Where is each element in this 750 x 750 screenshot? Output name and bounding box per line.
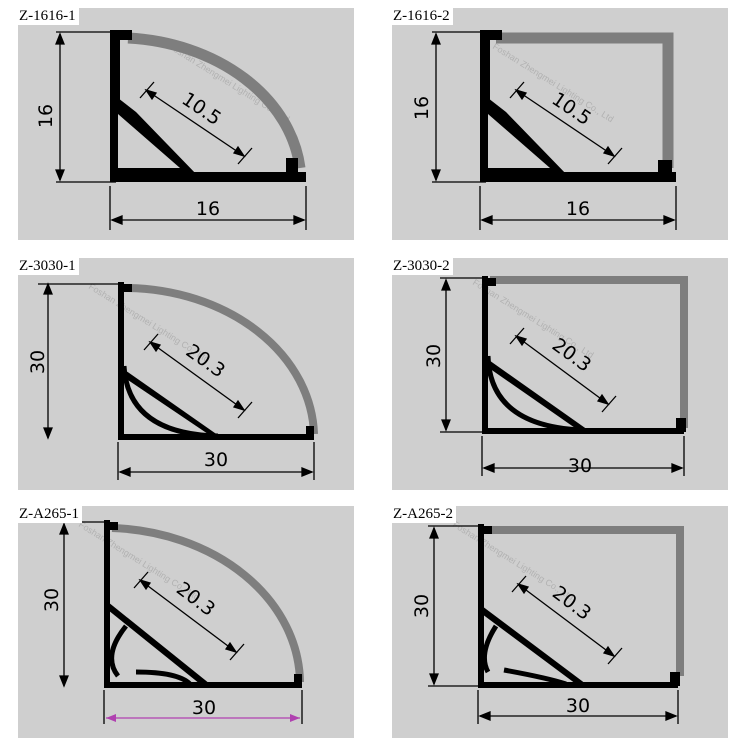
width-dimension-label: 30 xyxy=(566,695,590,717)
height-dimension-label: 30 xyxy=(423,344,445,368)
width-dimension-label: 16 xyxy=(566,198,590,220)
width-dimension-label: 30 xyxy=(204,449,228,471)
height-dimension xyxy=(428,525,478,687)
width-dimension-label: 30 xyxy=(568,455,592,477)
profile-panel-za265-2: Foshan Zhengmei Lighting Co., Ltd 30 30 xyxy=(392,506,728,738)
diagonal-dimension xyxy=(511,575,623,665)
height-dimension xyxy=(38,282,118,440)
profile-panel-z1616-2: Foshan Zhengmei Lighting Co., Ltd 16 16 xyxy=(392,8,728,240)
height-dimension-label: 30 xyxy=(411,594,433,618)
diffuser-cover-round xyxy=(127,284,318,435)
width-dimension xyxy=(477,690,679,724)
diagonal-dimension-label: 20.3 xyxy=(182,340,229,382)
height-dimension xyxy=(58,521,104,688)
height-dimension-label: 30 xyxy=(27,350,49,374)
aluminium-profile xyxy=(478,524,680,688)
width-dimension xyxy=(103,690,303,724)
height-dimension xyxy=(440,277,482,433)
aluminium-profile xyxy=(104,520,302,688)
lens-arc-bottom xyxy=(503,667,567,687)
diffuser-cover-round xyxy=(127,32,306,169)
model-label-z3030-2: Z-3030-2 xyxy=(392,258,453,275)
width-dimension-label: 16 xyxy=(196,198,220,220)
height-dimension xyxy=(431,31,486,183)
profile-panel-z1616-1: Foshan Zhengmei Lighting Co., Ltd 16 xyxy=(18,8,354,240)
width-dimension xyxy=(479,186,677,230)
height-dimension-label: 16 xyxy=(411,96,433,120)
model-label-z1616-1: Z-1616-1 xyxy=(18,8,79,25)
profile-drawing-z3030-1: Foshan Zhengmei Lighting Co., Ltd 30 30 xyxy=(27,281,318,480)
profile-drawing-za265-1: Foshan Zhengmei Lighting Co., Ltd 30 30 xyxy=(41,519,304,724)
width-dimension xyxy=(117,442,315,480)
lens-arc xyxy=(121,365,219,439)
lens-arc-left xyxy=(109,624,128,678)
profile-panel-z3030-2: Foshan Zhengmei Lighting Co., Ltd 30 30 xyxy=(392,258,728,490)
diffuser-cover-square xyxy=(490,276,688,428)
watermark-text: Foshan Zhengmei Lighting Co., Ltd xyxy=(491,41,616,124)
lens-arc-left xyxy=(481,624,499,674)
profile-drawing-z1616-1: Foshan Zhengmei Lighting Co., Ltd 16 xyxy=(35,30,307,230)
diagonal-dimension xyxy=(139,81,253,165)
diagonal-dimension-label: 10.5 xyxy=(178,88,225,130)
profile-drawing-z1616-2: Foshan Zhengmei Lighting Co., Ltd 16 16 xyxy=(411,30,677,230)
profile-panel-za265-1: Foshan Zhengmei Lighting Co., Ltd 30 30 xyxy=(18,506,354,738)
height-dimension-label: 16 xyxy=(35,104,57,128)
aluminium-profile xyxy=(110,30,306,182)
diagonal-dimension xyxy=(143,333,253,419)
height-dimension xyxy=(55,31,116,183)
profile-drawing-z3030-2: Foshan Zhengmei Lighting Co., Ltd 30 30 xyxy=(423,276,688,477)
height-dimension-label: 30 xyxy=(41,588,63,612)
lens-arc-bottom xyxy=(135,669,192,686)
diffuser-cover-square xyxy=(490,526,684,676)
width-dimension-label: 30 xyxy=(192,697,216,719)
diffuser-cover-square xyxy=(496,32,674,168)
diagonal-dimension xyxy=(509,81,623,165)
profile-panel-z3030-1: Foshan Zhengmei Lighting Co., Ltd 30 30 xyxy=(18,258,354,490)
width-dimension xyxy=(109,186,307,230)
diagonal-dimension xyxy=(133,571,245,661)
aluminium-profile xyxy=(480,30,676,182)
lens-arc xyxy=(485,355,583,433)
width-dimension xyxy=(481,436,685,476)
model-label-z1616-2: Z-1616-2 xyxy=(392,8,453,25)
model-label-za265-1: Z-A265-1 xyxy=(18,506,82,523)
aluminium-profile xyxy=(482,276,686,434)
diffuser-cover-round xyxy=(111,524,304,683)
model-label-z3030-1: Z-3030-1 xyxy=(18,258,79,275)
model-label-za265-2: Z-A265-2 xyxy=(392,506,456,523)
diagonal-dimension xyxy=(509,327,617,413)
profile-drawing-za265-2: Foshan Zhengmei Lighting Co., Ltd 30 30 xyxy=(411,519,684,724)
